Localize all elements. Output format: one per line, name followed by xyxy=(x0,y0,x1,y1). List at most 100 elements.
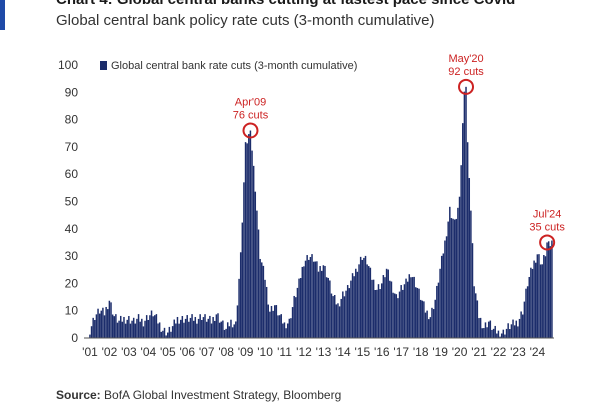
bar xyxy=(286,323,289,338)
bar xyxy=(356,271,359,338)
title-accent-bar xyxy=(0,0,5,30)
bar xyxy=(475,293,477,338)
bar xyxy=(115,314,117,338)
bar xyxy=(196,323,198,338)
y-tick-label: 100 xyxy=(58,58,78,72)
bar xyxy=(157,323,159,338)
bar xyxy=(231,327,234,338)
bar xyxy=(418,288,420,338)
bar xyxy=(476,300,479,338)
bar xyxy=(113,316,115,338)
bar xyxy=(504,334,506,338)
bar xyxy=(273,305,276,338)
bar xyxy=(121,321,124,338)
bar xyxy=(369,267,372,338)
bar xyxy=(186,315,188,338)
bar xyxy=(525,288,527,338)
bar xyxy=(285,328,287,338)
bar xyxy=(152,316,154,338)
source-text: BofA Global Investment Strategy, Bloombe… xyxy=(100,388,342,402)
bar xyxy=(453,219,456,338)
bar xyxy=(183,322,185,338)
bar xyxy=(228,326,231,338)
bar xyxy=(306,255,308,338)
bar xyxy=(364,255,367,338)
bar xyxy=(230,319,232,338)
bar xyxy=(165,335,167,338)
annotation-value: 76 cuts xyxy=(233,110,269,122)
bar xyxy=(392,292,394,338)
bar xyxy=(178,323,180,338)
bar xyxy=(345,290,347,338)
bar xyxy=(355,268,357,338)
bar xyxy=(301,266,304,338)
bar xyxy=(89,334,91,338)
bar xyxy=(311,254,313,338)
bar xyxy=(272,310,274,338)
x-tick-label: '02 xyxy=(102,345,118,359)
bar xyxy=(374,290,376,338)
bar xyxy=(243,182,245,338)
bar xyxy=(361,259,364,338)
legend-swatch xyxy=(100,61,107,70)
bar xyxy=(366,264,368,338)
x-tick-label: '19 xyxy=(432,345,448,359)
bar xyxy=(220,321,222,338)
bar xyxy=(303,266,305,338)
bar xyxy=(518,318,521,338)
bar xyxy=(507,323,509,338)
bar xyxy=(343,296,346,338)
bar xyxy=(283,322,286,338)
bar xyxy=(350,280,352,338)
bar xyxy=(222,320,224,338)
bar xyxy=(225,328,227,338)
bar xyxy=(534,262,537,338)
annotation-value: 92 cuts xyxy=(448,66,484,78)
bar xyxy=(330,293,333,338)
bar xyxy=(449,206,451,338)
x-tick-label: '16 xyxy=(374,345,390,359)
x-tick-label: '15 xyxy=(355,345,371,359)
bar xyxy=(452,218,454,338)
bar xyxy=(385,268,388,338)
bar xyxy=(512,319,514,338)
bar xyxy=(270,306,273,338)
bar xyxy=(119,315,122,338)
bar xyxy=(249,130,252,338)
bar xyxy=(267,304,269,338)
chart-title: Chart 4: Global central banks cutting at… xyxy=(56,0,515,8)
bar xyxy=(431,307,433,338)
y-tick-label: 50 xyxy=(65,195,79,209)
bar xyxy=(223,329,226,338)
bar xyxy=(437,282,440,338)
bar xyxy=(500,333,503,338)
bar xyxy=(215,314,218,338)
x-tick-label: '07 xyxy=(199,345,215,359)
bar xyxy=(248,134,250,338)
bar xyxy=(389,280,391,338)
bar xyxy=(447,221,449,338)
bar xyxy=(282,323,284,338)
bar xyxy=(426,310,428,338)
legend: Global central bank rate cuts (3-month c… xyxy=(100,60,357,72)
bar xyxy=(142,326,145,338)
bar xyxy=(543,255,545,338)
bar xyxy=(205,321,208,338)
bar xyxy=(134,323,137,338)
bar xyxy=(254,191,257,338)
x-tick-label: '13 xyxy=(316,345,332,359)
bar xyxy=(269,311,271,338)
bar xyxy=(167,332,169,338)
bar xyxy=(103,315,106,338)
bar xyxy=(139,321,141,338)
bar xyxy=(489,320,492,338)
bar xyxy=(513,325,516,338)
bar xyxy=(531,268,534,338)
bar xyxy=(478,318,480,338)
x-axis: '01'02'03'04'05'06'07'08'09'10'11'12'13 '… xyxy=(82,345,545,359)
bar xyxy=(149,315,151,338)
x-tick-label: '10 xyxy=(257,345,273,359)
bar xyxy=(499,336,501,338)
bar xyxy=(197,318,200,338)
